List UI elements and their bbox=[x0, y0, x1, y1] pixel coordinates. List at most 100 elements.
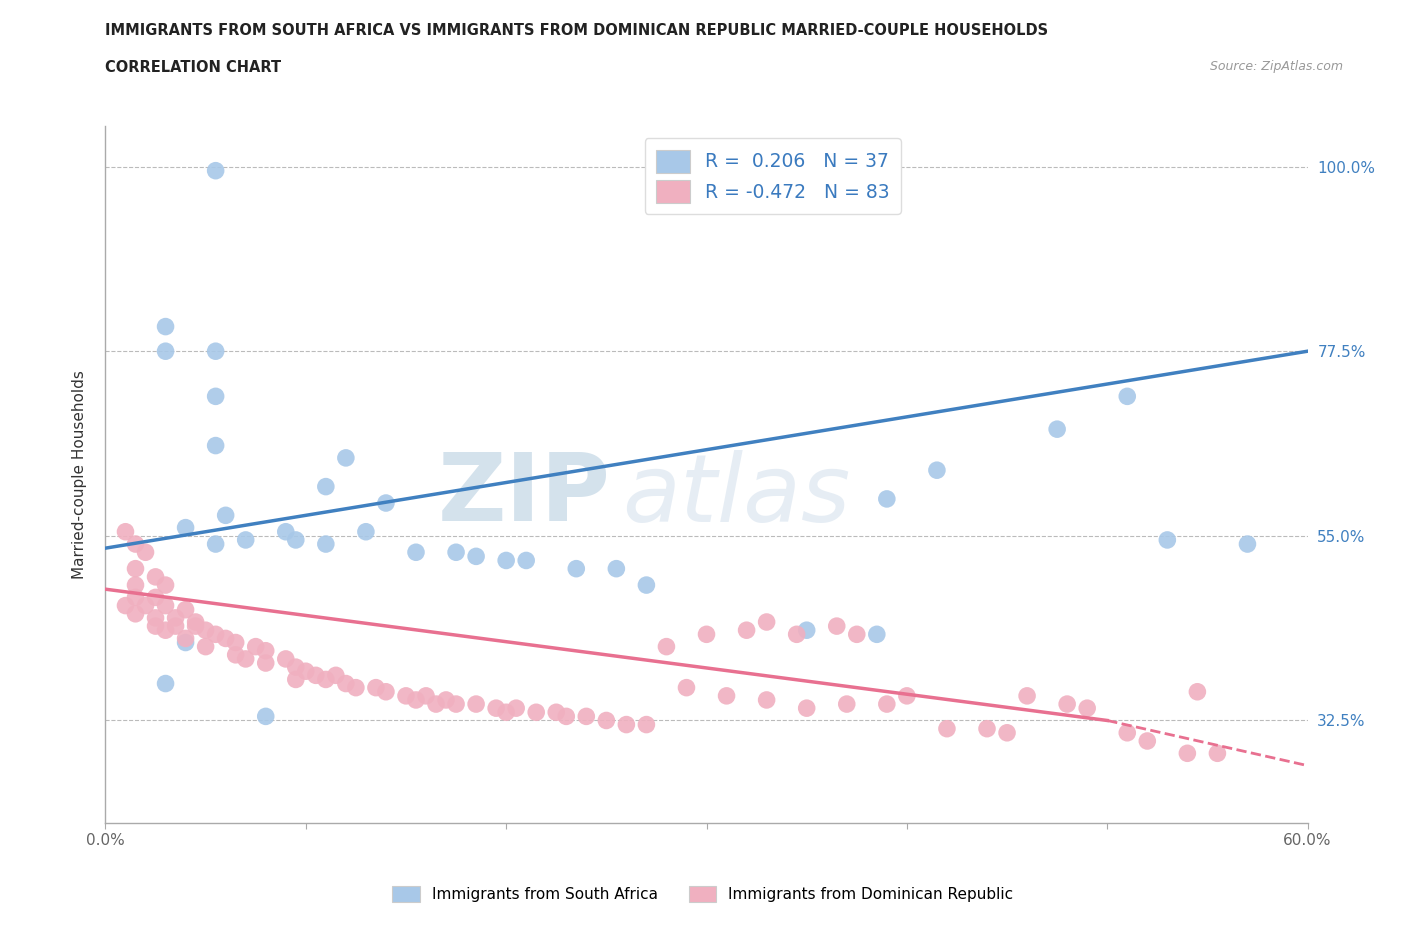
Point bbox=[254, 709, 277, 724]
Point bbox=[174, 603, 197, 618]
Point bbox=[735, 623, 758, 638]
Point bbox=[124, 537, 146, 551]
Point bbox=[204, 627, 226, 642]
Point bbox=[335, 676, 357, 691]
Point bbox=[796, 623, 818, 638]
Point bbox=[636, 578, 658, 592]
Point bbox=[405, 693, 427, 708]
Point bbox=[155, 578, 177, 592]
Point bbox=[135, 545, 157, 560]
Point bbox=[866, 627, 889, 642]
Point bbox=[495, 705, 517, 720]
Point bbox=[524, 705, 547, 720]
Point bbox=[335, 450, 357, 465]
Point bbox=[204, 344, 226, 359]
Point bbox=[325, 668, 347, 683]
Point bbox=[444, 697, 467, 711]
Point bbox=[165, 610, 187, 625]
Point bbox=[145, 590, 167, 604]
Point bbox=[434, 693, 457, 708]
Point bbox=[364, 680, 387, 695]
Point bbox=[555, 709, 578, 724]
Point bbox=[1056, 697, 1078, 711]
Point bbox=[225, 647, 247, 662]
Point bbox=[284, 533, 307, 548]
Point bbox=[495, 553, 517, 568]
Point bbox=[605, 561, 627, 576]
Point bbox=[1187, 684, 1209, 699]
Point bbox=[135, 598, 157, 613]
Point bbox=[1017, 688, 1039, 703]
Point bbox=[444, 545, 467, 560]
Point bbox=[284, 672, 307, 687]
Point bbox=[235, 652, 257, 667]
Point bbox=[786, 627, 808, 642]
Point bbox=[876, 491, 898, 506]
Point bbox=[835, 697, 858, 711]
Point bbox=[395, 688, 418, 703]
Point bbox=[254, 644, 277, 658]
Point bbox=[145, 569, 167, 584]
Point bbox=[155, 598, 177, 613]
Point bbox=[274, 525, 297, 539]
Point bbox=[465, 549, 488, 564]
Point bbox=[675, 164, 697, 179]
Point bbox=[245, 639, 267, 654]
Point bbox=[1206, 746, 1229, 761]
Point bbox=[155, 319, 177, 334]
Point bbox=[595, 713, 617, 728]
Point bbox=[295, 664, 318, 679]
Point bbox=[716, 688, 738, 703]
Text: atlas: atlas bbox=[623, 450, 851, 540]
Point bbox=[124, 590, 146, 604]
Point bbox=[114, 525, 136, 539]
Point bbox=[546, 705, 568, 720]
Y-axis label: Married-couple Households: Married-couple Households bbox=[72, 370, 87, 578]
Legend: Immigrants from South Africa, Immigrants from Dominican Republic: Immigrants from South Africa, Immigrants… bbox=[387, 880, 1019, 909]
Point bbox=[616, 717, 638, 732]
Point bbox=[1046, 421, 1069, 436]
Point bbox=[194, 623, 217, 638]
Point bbox=[305, 668, 328, 683]
Point bbox=[1076, 700, 1098, 715]
Point bbox=[315, 537, 337, 551]
Text: Source: ZipAtlas.com: Source: ZipAtlas.com bbox=[1209, 60, 1343, 73]
Point bbox=[675, 680, 697, 695]
Point bbox=[155, 676, 177, 691]
Point bbox=[174, 635, 197, 650]
Point bbox=[755, 693, 778, 708]
Point bbox=[124, 606, 146, 621]
Point bbox=[214, 508, 236, 523]
Point bbox=[214, 631, 236, 645]
Point bbox=[274, 652, 297, 667]
Point bbox=[344, 680, 367, 695]
Point bbox=[114, 598, 136, 613]
Point bbox=[174, 520, 197, 535]
Point bbox=[204, 164, 226, 179]
Point bbox=[124, 561, 146, 576]
Point bbox=[194, 639, 217, 654]
Point bbox=[204, 389, 226, 404]
Point bbox=[515, 553, 537, 568]
Point bbox=[145, 610, 167, 625]
Point bbox=[696, 627, 718, 642]
Legend: R =  0.206   N = 37, R = -0.472   N = 83: R = 0.206 N = 37, R = -0.472 N = 83 bbox=[645, 139, 901, 214]
Point bbox=[636, 717, 658, 732]
Point bbox=[1156, 533, 1178, 548]
Point bbox=[825, 618, 848, 633]
Point bbox=[796, 700, 818, 715]
Point bbox=[315, 672, 337, 687]
Point bbox=[165, 618, 187, 633]
Point bbox=[354, 525, 377, 539]
Text: ZIP: ZIP bbox=[437, 449, 610, 541]
Point bbox=[565, 561, 588, 576]
Point bbox=[925, 463, 948, 478]
Point bbox=[415, 688, 437, 703]
Point bbox=[655, 639, 678, 654]
Point bbox=[755, 615, 778, 630]
Point bbox=[174, 631, 197, 645]
Point bbox=[225, 635, 247, 650]
Point bbox=[425, 697, 447, 711]
Point bbox=[1116, 725, 1139, 740]
Point bbox=[505, 700, 527, 715]
